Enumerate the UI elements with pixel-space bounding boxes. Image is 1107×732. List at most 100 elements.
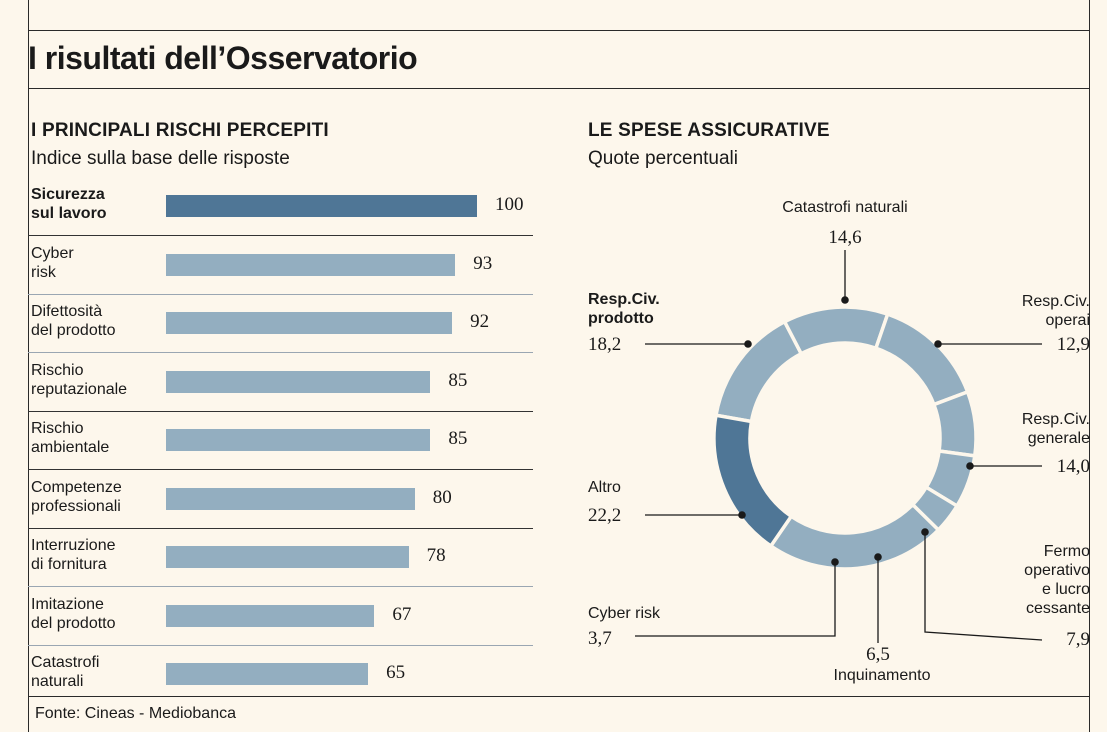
leader-line: [924, 532, 1043, 641]
bar-label: Imitazione del prodotto: [31, 595, 116, 633]
donut-slice: [873, 311, 970, 407]
slice-label-line: Fermo: [1044, 543, 1090, 560]
bar: [166, 663, 369, 685]
slice-label-line: Resp.Civ.: [1022, 411, 1090, 428]
slice-label: Inquinamento: [834, 667, 931, 684]
bar-row: Sicurezza sul lavoro 100: [28, 178, 533, 236]
slice-label: Catastrofi naturali: [782, 199, 907, 216]
bar-label: Difettosità del prodotto: [31, 302, 116, 340]
right-chart-title: LE SPESE ASSICURATIVE: [588, 120, 830, 141]
leader-dot: [831, 558, 839, 566]
slice-value-label: 12,9: [1057, 334, 1090, 355]
slice-value-label: 18,2: [588, 334, 621, 355]
left-chart-title: I PRINCIPALI RISCHI PERCEPITI: [31, 120, 329, 141]
bar-label-line: ambientale: [31, 439, 110, 456]
leader-line: [635, 562, 836, 637]
bar-label: Competenze professionali: [31, 478, 122, 516]
bar-label-line: sul lavoro: [31, 205, 107, 222]
bar-row: Difettosità del prodotto 92: [28, 295, 533, 353]
slice-value-label: 14,0: [1057, 456, 1090, 477]
bar-value-label: 67: [392, 603, 412, 625]
bar-label-line: Interruzione: [31, 537, 116, 554]
bar: [166, 429, 431, 451]
bar: [166, 253, 456, 276]
slice-label-line: generale: [1028, 430, 1090, 447]
bar-label: Sicurezza sul lavoro: [31, 185, 107, 223]
leader-dot: [841, 296, 849, 304]
bar-row: Interruzione di fornitura 78: [28, 529, 533, 587]
leader-dot: [966, 462, 974, 470]
infographic-frame: [28, 0, 1090, 732]
slice-label-line: Inquinamento: [834, 667, 931, 684]
page-title: I risultati dell’Osservatorio: [28, 40, 418, 76]
bar-value-label: 92: [470, 311, 490, 332]
slice-label-line: Catastrofi naturali: [782, 199, 907, 216]
bar: [166, 312, 453, 334]
bar-row: Competenze professionali 80: [28, 471, 533, 529]
slice-label-line: Cyber risk: [588, 605, 661, 622]
slice-label: Resp.Civ. operai: [1022, 293, 1090, 329]
bar-label-line: Sicurezza: [31, 186, 105, 203]
bar-label-line: reputazionale: [31, 380, 128, 398]
slice-label-line: Resp.Civ.: [1022, 293, 1090, 310]
bar-row: Catastrofi naturali 65: [28, 646, 533, 704]
donut-slice: [713, 319, 804, 424]
slice-label: Altro: [588, 479, 621, 496]
bar-row: Rischio reputazionale 85: [28, 354, 533, 412]
slice-label: Resp.Civ. prodotto: [588, 291, 660, 327]
bar-label: Catastrofi naturali: [31, 653, 99, 691]
bar-label-line: professionali: [31, 497, 121, 515]
slice-label-line: Altro: [588, 479, 621, 496]
top-rule: [28, 30, 1090, 31]
slice-label-line: cessante: [1026, 600, 1090, 617]
slice-value-label: 22,2: [588, 505, 621, 526]
bar-value-label: 85: [448, 428, 468, 449]
bar-label: Rischio reputazionale: [31, 361, 127, 399]
bar-value-label: 85: [448, 369, 468, 391]
donut-slice: [768, 502, 941, 571]
bar-value-label: 65: [386, 662, 406, 683]
bar-label-line: risk: [31, 263, 56, 281]
title-rule: [28, 88, 1090, 89]
bar-label: Cyber risk: [31, 244, 74, 282]
row-separator: [28, 293, 533, 295]
risk-bar-chart: Sicurezza sul lavoro 100 Cyber risk 93 Difetto…: [28, 178, 533, 698]
source-note: Fonte: Cineas - Mediobanca: [35, 705, 236, 722]
bar-label-line: Competenze: [31, 478, 122, 496]
bar-label: Rischio ambientale: [31, 419, 109, 457]
bar-label-line: Catastrofi: [31, 654, 100, 671]
leader-dot: [738, 511, 746, 519]
slice-label-line: Resp.Civ.: [588, 291, 660, 308]
slice-value-label: 7,9: [1066, 629, 1090, 650]
bar-label-line: naturali: [31, 673, 84, 690]
row-separator: [28, 352, 533, 353]
bar-value-label: 93: [473, 252, 493, 274]
leader-dot: [874, 553, 882, 561]
row-separator: [28, 527, 533, 529]
row-separator: [28, 586, 533, 587]
donut-slice: [782, 305, 890, 357]
bar-label-line: del prodotto: [31, 614, 116, 632]
leader-dot: [921, 528, 929, 536]
bar-row: Cyber risk 93: [28, 237, 533, 295]
donut-slice: [712, 413, 794, 549]
slice-label-line: operativo: [1024, 562, 1090, 579]
right-chart-subtitle: Quote percentuali: [588, 148, 738, 169]
bar-value-label: 80: [432, 486, 452, 508]
slice-label-line: e lucro: [1042, 581, 1090, 598]
bar: [166, 546, 409, 568]
slice-label-line: operai: [1046, 312, 1090, 329]
bar: [166, 195, 477, 217]
bar: [166, 604, 375, 627]
bar-label-line: Imitazione: [31, 595, 104, 613]
source-rule: [28, 696, 1090, 697]
bar-row: Imitazione del prodotto 67: [28, 588, 533, 646]
row-separator: [28, 644, 533, 646]
bar-row: Rischio ambientale 85: [28, 412, 533, 470]
leader-dot: [934, 340, 942, 348]
donut-slice: [931, 389, 978, 458]
slice-value-label: 3,7: [588, 628, 612, 649]
slice-value-label: 6,5: [866, 644, 890, 665]
bar-label: Interruzione di fornitura: [31, 536, 116, 574]
